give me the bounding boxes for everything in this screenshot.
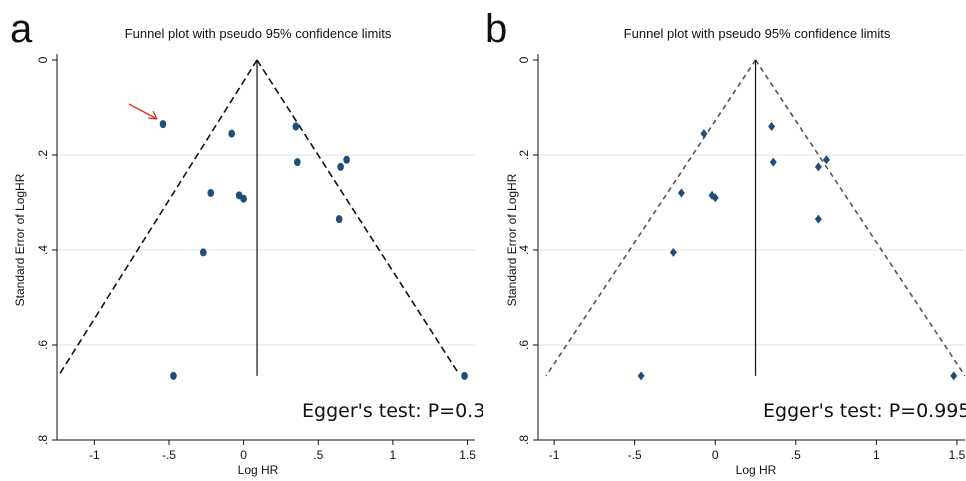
study-point <box>292 122 300 131</box>
funnel-plot-panel-a: a Funnel plot with pseudo 95% confidence… <box>10 7 483 477</box>
y-tick-label: .8 <box>517 435 531 445</box>
study-point <box>814 214 822 224</box>
study-point <box>240 194 247 203</box>
study-point <box>769 157 777 167</box>
y-tick-label: 0 <box>517 56 531 63</box>
y-tick-label: .2 <box>517 150 531 160</box>
study-point <box>950 371 958 381</box>
study-point <box>461 371 468 380</box>
x-tick-label: -1 <box>549 448 560 462</box>
study-point <box>159 120 167 129</box>
funnel-right-limit <box>754 59 966 377</box>
study-point <box>637 371 645 381</box>
x-tick-label: 1.5 <box>459 448 476 462</box>
study-point <box>170 371 177 380</box>
x-tick-label: -1 <box>89 448 100 462</box>
study-point <box>294 158 301 167</box>
study-point <box>822 155 830 165</box>
study-point <box>337 162 344 171</box>
arrow-head-upper <box>147 117 158 120</box>
study-point <box>669 247 677 257</box>
x-tick-label: -.5 <box>162 448 176 462</box>
study-point <box>343 155 350 164</box>
study-point <box>711 193 719 203</box>
funnel-plot-panel-b: b Funnel plot with pseudo 95% confidence… <box>483 0 966 481</box>
y-tick-label: .8 <box>36 435 50 445</box>
x-tick-label: 0 <box>712 448 719 462</box>
y-tick-label: .2 <box>36 150 50 160</box>
y-axis-label: Standard Error of LogHR <box>505 173 519 306</box>
eggers-test-annotation: Egger's test: P=0.995 <box>763 400 966 422</box>
chart-title: Funnel plot with pseudo 95% confidence l… <box>624 26 891 41</box>
panel-letter: b <box>485 7 507 51</box>
y-axis-label: Standard Error of LogHR <box>13 173 27 306</box>
arrow-shaft <box>128 103 158 120</box>
plot-area: -1 -.5 0 .5 1 1.5 0 .2 .4 .6 .8 <box>517 54 966 462</box>
x-tick-label: 0 <box>240 448 247 462</box>
chart-title: Funnel plot with pseudo 95% confidence l… <box>125 26 392 41</box>
funnel-plot-a: a Funnel plot with pseudo 95% confidence… <box>10 7 483 477</box>
y-tick-label: .4 <box>517 245 531 255</box>
plot-area: -1 -.5 0 .5 1 1.5 0 .2 .4 .6 .8 <box>36 54 476 462</box>
study-point <box>768 122 776 131</box>
arrow-head-lower <box>152 110 158 120</box>
study-point <box>200 248 207 257</box>
study-point <box>677 188 685 198</box>
funnel-left-limit <box>59 59 258 374</box>
x-tick-label: 1.5 <box>949 448 966 462</box>
x-tick-label: .5 <box>791 448 801 462</box>
x-axis-label: Log HR <box>238 463 279 477</box>
outlier-arrow <box>128 103 158 120</box>
funnel-plot-b: b Funnel plot with pseudo 95% confidence… <box>485 7 966 477</box>
y-tick-label: .6 <box>36 340 50 350</box>
eggers-test-annotation: Egger's test: P=0.34 <box>302 400 483 422</box>
x-tick-label: -.5 <box>628 448 642 462</box>
y-tick-label: .6 <box>517 340 531 350</box>
y-tick-label: 0 <box>36 56 50 63</box>
y-tick-label: .4 <box>36 245 50 255</box>
x-tick-label: .5 <box>313 448 323 462</box>
x-tick-label: 1 <box>873 448 880 462</box>
funnel-right-limit <box>256 59 460 374</box>
study-point <box>228 129 235 138</box>
panel-letter: a <box>10 7 33 51</box>
x-axis-label: Log HR <box>736 463 777 477</box>
study-point <box>335 215 343 224</box>
study-point <box>814 162 822 172</box>
funnel-left-limit <box>545 59 757 377</box>
x-tick-label: 1 <box>390 448 397 462</box>
study-point <box>700 129 708 139</box>
study-point <box>207 189 215 197</box>
